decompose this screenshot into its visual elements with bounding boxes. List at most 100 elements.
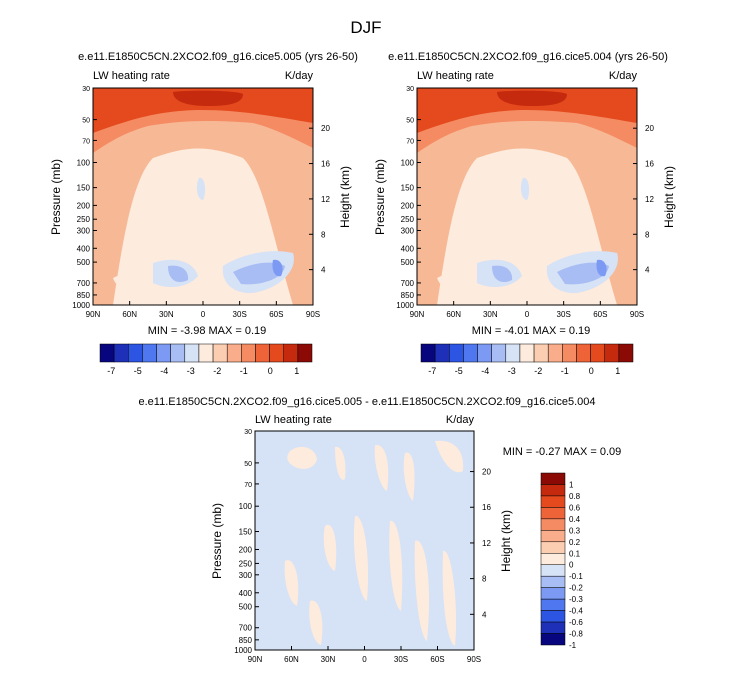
- y-tick-label: 500: [77, 258, 91, 267]
- y-tick-label: 100: [77, 159, 91, 168]
- y-tick-label: 250: [77, 215, 91, 224]
- colorbar-swatch: [540, 564, 566, 577]
- x-tick-label: 90S: [467, 655, 481, 664]
- x-tick-label: 0: [201, 310, 206, 319]
- colorbar-swatch: [547, 343, 563, 363]
- x-tick-label: 60S: [269, 310, 283, 319]
- field-orange: [417, 88, 637, 305]
- colorbar-swatch: [212, 343, 228, 363]
- colorbar-label: -1: [561, 366, 569, 376]
- y-tick-label: 1000: [234, 646, 252, 655]
- y-tick-label: 70: [244, 482, 252, 489]
- panel-3-ylabel-right: Height (km): [499, 510, 513, 572]
- y-tick-label: 200: [401, 201, 415, 210]
- diff-positive-patch: [335, 446, 346, 480]
- field-mid-blue: [272, 259, 283, 277]
- y-tick-label: 50: [406, 118, 414, 125]
- colorbar-label: -2: [213, 366, 221, 376]
- field-blue-spot: [196, 177, 206, 200]
- colorbar-label: -4: [481, 366, 489, 376]
- y-tick-label: 150: [401, 184, 415, 193]
- colorbar-swatch: [540, 633, 566, 646]
- y-tick-label: 250: [239, 559, 253, 568]
- field-deep-orange: [417, 88, 637, 133]
- colorbar-label: -5: [134, 366, 142, 376]
- colorbar-swatch: [283, 343, 299, 363]
- panel-2-contour-plot: [417, 88, 637, 305]
- colorbar-label: 0.6: [569, 503, 581, 512]
- panel-1-title: e.e11.E1850C5CN.2XCO2.f09_g16.cice5.005 …: [78, 51, 358, 63]
- colorbar-swatch: [184, 343, 200, 363]
- panel-1-right-string: K/day: [285, 70, 314, 82]
- x-tick-label: 30S: [394, 655, 408, 664]
- field-orange: [93, 88, 313, 305]
- panel-3-contour-plot: [255, 431, 474, 650]
- x-tick-label: 30N: [483, 310, 498, 319]
- height-tick-label: 16: [482, 503, 491, 512]
- diff-positive-patch: [389, 520, 403, 611]
- y-tick-label: 30: [406, 86, 414, 93]
- colorbar-bottom: 1 0.8 0.6 0.4 0.3 0.2 0.1 0 -0.1 -0.2 -0.3 -0.4 -0.6…: [540, 472, 583, 650]
- colorbar-label: -4: [160, 366, 168, 376]
- colorbar-label: -1: [240, 366, 248, 376]
- field-blue-2: [233, 262, 285, 285]
- panel-2-min-max: MIN = -4.01 MAX = 0.19: [472, 325, 591, 337]
- y-tick-label: 400: [239, 589, 253, 598]
- colorbar-swatch: [255, 343, 270, 363]
- y-tick-label: 70: [406, 138, 414, 145]
- height-tick-label: 8: [321, 230, 326, 239]
- panel-2: e.e11.E1850C5CN.2XCO2.f09_g16.cice5.004 …: [373, 51, 676, 337]
- y-tick-label: 500: [239, 603, 253, 612]
- colorbar-swatch: [540, 495, 566, 508]
- colorbar-swatch: [540, 598, 566, 611]
- y-tick-label: 300: [77, 226, 91, 235]
- y-tick-label: 1000: [396, 301, 414, 310]
- colorbar-label: 1: [294, 366, 299, 376]
- colorbar-swatch: [519, 343, 535, 363]
- y-tick-label: 30: [82, 86, 90, 93]
- y-tick-label: 100: [401, 159, 415, 168]
- colorbar-swatch: [540, 484, 566, 497]
- colorbar-swatch: [269, 343, 284, 363]
- height-tick-label: 4: [321, 266, 326, 275]
- field-blue-spot: [520, 177, 530, 200]
- colorbar-swatch: [226, 343, 242, 363]
- colorbar-swatch: [477, 343, 492, 363]
- diff-positive-patch: [284, 560, 299, 606]
- diff-positive-patch: [374, 444, 389, 491]
- height-tick-label: 16: [321, 160, 330, 169]
- colorbar-label: 0: [589, 366, 594, 376]
- height-tick-label: 12: [321, 195, 330, 204]
- y-tick-label: 30: [244, 429, 252, 436]
- colorbar-swatch: [128, 343, 143, 363]
- x-tick-label: 30S: [557, 310, 571, 319]
- height-tick-label: 8: [482, 575, 487, 584]
- colorbar-swatch: [540, 541, 566, 554]
- colorbar-swatch: [449, 343, 464, 363]
- x-tick-label: 90N: [410, 310, 425, 319]
- colorbar-label: -1: [569, 641, 577, 650]
- x-tick-label: 30S: [233, 310, 247, 319]
- colorbar-swatch: [491, 343, 507, 363]
- diff-positive-patch: [403, 452, 415, 501]
- field-blue: [492, 265, 513, 283]
- colorbar-swatch: [540, 587, 566, 600]
- colorbar-swatch: [297, 343, 313, 363]
- y-tick-label: 700: [239, 624, 253, 633]
- colorbar-swatch: [463, 343, 478, 363]
- colorbar-label: 0: [268, 366, 273, 376]
- panel-3-left-string: LW heating rate: [255, 414, 332, 426]
- y-tick-label: 300: [401, 226, 415, 235]
- colorbar-label: -0.4: [569, 607, 583, 616]
- panel-2-ylabel: Pressure (mb): [373, 159, 387, 235]
- field-pale-tongue: [520, 157, 543, 232]
- colorbar-swatch: [540, 621, 566, 634]
- x-tick-label: 30N: [159, 310, 174, 319]
- y-tick-label: 850: [401, 291, 415, 300]
- x-tick-label: 60N: [284, 655, 299, 664]
- field-blue-2: [557, 262, 609, 285]
- colorbar-swatch: [540, 553, 566, 565]
- x-tick-label: 60S: [430, 655, 444, 664]
- colorbar-swatch: [533, 343, 549, 363]
- panel-1: e.e11.E1850C5CN.2XCO2.f09_g16.cice5.005 …: [49, 51, 358, 337]
